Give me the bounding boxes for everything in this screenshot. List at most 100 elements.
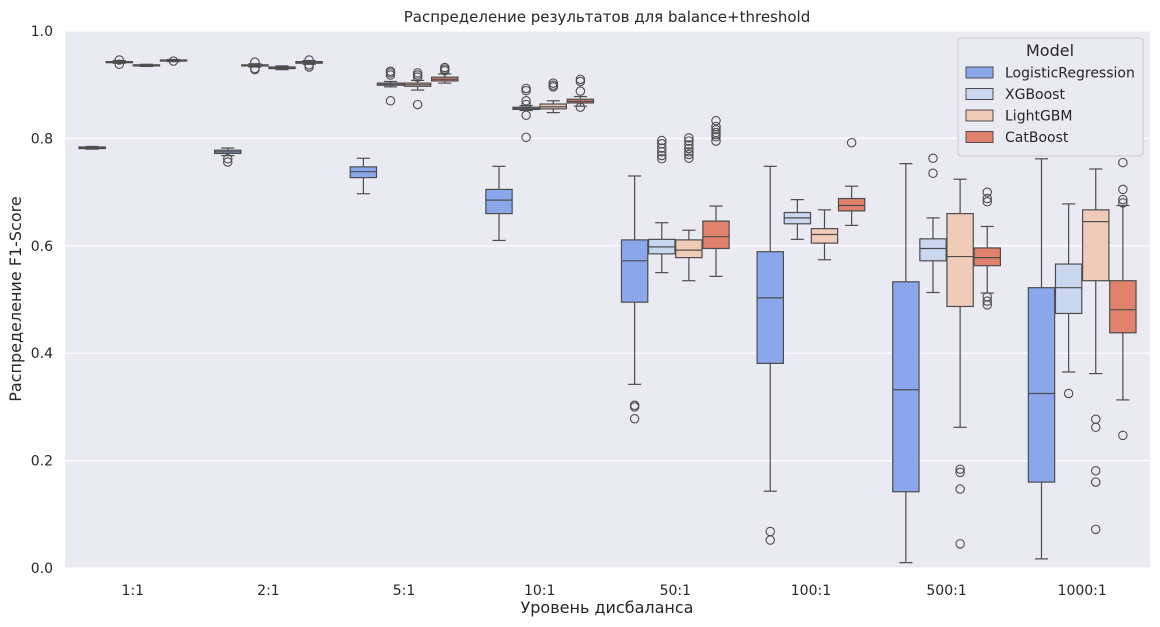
box-group — [213, 147, 242, 167]
box-group — [349, 157, 378, 195]
outlier-point — [304, 55, 314, 65]
outlier-point — [711, 115, 721, 126]
legend: Model LogisticRegression XGBoost LightGBM C… — [957, 37, 1144, 157]
box-group — [566, 74, 595, 113]
outlier-point — [629, 402, 640, 412]
legend-label: LogisticRegression — [1005, 66, 1135, 82]
outlier-point — [982, 300, 992, 310]
outlier-point — [223, 154, 233, 164]
box-group — [1054, 203, 1083, 399]
box-group — [376, 66, 405, 106]
box-group — [539, 78, 568, 114]
outlier-point — [955, 484, 965, 494]
box-group — [430, 62, 459, 84]
x-axis-label: Уровень дисбаланса — [521, 598, 694, 617]
series-catboost — [159, 55, 1137, 441]
box-group — [647, 135, 676, 274]
box-group — [105, 55, 134, 70]
series-xgboost — [105, 55, 1083, 399]
box — [485, 188, 513, 215]
outlier-point — [684, 147, 694, 157]
chart-title: Распределение результатов для balance+th… — [404, 8, 811, 26]
outlier-point — [982, 193, 992, 204]
outlier-point — [575, 102, 586, 113]
outlier-point — [439, 65, 450, 76]
outlier-point — [656, 154, 667, 164]
box — [946, 212, 974, 308]
outlier-point — [656, 143, 667, 153]
outlier-point — [521, 110, 531, 121]
outlier-point — [1063, 388, 1074, 399]
box — [675, 239, 703, 259]
outlier-point — [1118, 430, 1128, 441]
outlier-point — [629, 413, 640, 424]
box-group — [837, 137, 866, 226]
outlier-point — [1118, 194, 1128, 205]
outlier-point — [521, 85, 531, 96]
outlier-point — [1118, 198, 1128, 208]
box-group — [485, 165, 513, 242]
outlier-point — [521, 96, 531, 106]
box-group — [620, 175, 649, 424]
box — [702, 220, 730, 250]
x-tick-label: 500:1 — [926, 583, 966, 599]
box-group — [810, 209, 839, 261]
outlier-point — [982, 197, 992, 207]
y-tick-labels: 0.0 0.2 0.4 0.6 0.8 1.0 — [31, 24, 53, 577]
outlier-point — [656, 135, 667, 146]
box-group — [783, 199, 812, 240]
outlier-point — [684, 140, 694, 150]
outlier-point — [250, 64, 260, 75]
gridlines — [65, 30, 1150, 569]
box — [810, 228, 839, 244]
x-tick-label: 50:1 — [660, 583, 691, 599]
outlier-point — [982, 296, 992, 306]
box-group — [702, 115, 730, 278]
box — [919, 238, 947, 262]
box — [973, 247, 1002, 267]
outlier-point — [711, 132, 721, 142]
box-group — [512, 83, 540, 143]
box-group — [973, 187, 1002, 310]
legend-swatch — [965, 66, 994, 79]
box-group — [1081, 168, 1110, 535]
box-group — [403, 68, 432, 110]
box-group — [1027, 158, 1056, 560]
box-group — [159, 56, 188, 66]
outlier-point — [684, 149, 694, 160]
outlier-point — [765, 535, 775, 545]
y-tick-label: 0.6 — [31, 239, 53, 255]
legend-swatch — [965, 109, 994, 122]
outlier-point — [955, 539, 965, 549]
x-tick-label: 100:1 — [791, 583, 831, 599]
outlier-point — [684, 133, 694, 143]
outlier-point — [385, 96, 396, 106]
outlier-point — [114, 59, 125, 70]
outlier-point — [1118, 157, 1128, 168]
outlier-point — [684, 136, 694, 146]
box-group — [756, 165, 785, 545]
outlier-point — [928, 168, 938, 179]
x-tick-label: 1000:1 — [1058, 583, 1107, 599]
legend-label: XGBoost — [1005, 87, 1065, 103]
box-group — [675, 133, 703, 282]
y-tick-label: 0.8 — [31, 131, 53, 147]
box-group — [132, 63, 161, 68]
box — [837, 197, 866, 212]
x-tick-label: 1:1 — [122, 583, 145, 599]
outlier-point — [711, 136, 721, 146]
y-tick-label: 0.0 — [31, 561, 53, 577]
outlier-point — [168, 56, 179, 66]
outlier-point — [412, 72, 423, 82]
outlier-point — [114, 55, 125, 65]
outlier-point — [250, 57, 260, 67]
legend-label: LightGBM — [1005, 109, 1072, 125]
outlier-point — [684, 143, 694, 154]
y-tick-label: 1.0 — [31, 24, 53, 40]
legend-frame — [957, 37, 1144, 157]
legend-title: Model — [1026, 41, 1074, 60]
outlier-point — [575, 76, 586, 87]
box-group — [946, 178, 974, 549]
legend-label: CatBoost — [1005, 130, 1069, 146]
